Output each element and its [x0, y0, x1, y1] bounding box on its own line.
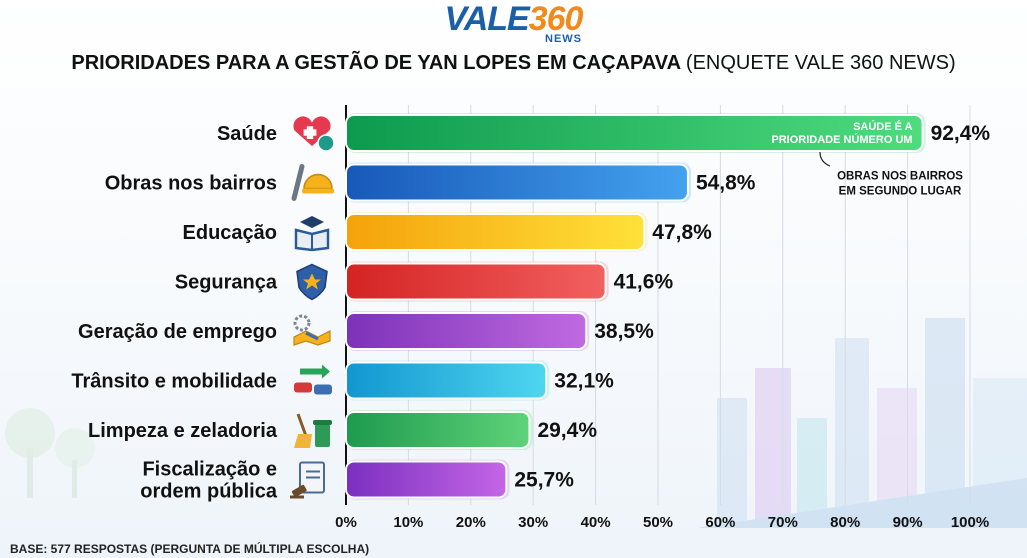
- value-label: 32,1%: [554, 370, 614, 393]
- logo: VALE360 NEWS: [0, 2, 1027, 45]
- broom-bin-icon: [294, 413, 332, 448]
- category-label: Educação: [183, 222, 277, 244]
- value-label: 41,6%: [614, 271, 674, 294]
- chart-title: PRIORIDADES PARA A GESTÃO DE YAN LOPES E…: [0, 52, 1027, 75]
- x-tick-label: 70%: [768, 514, 798, 531]
- chart-title-bold: PRIORIDADES PARA A GESTÃO DE YAN LOPES E…: [71, 52, 681, 74]
- x-tick-label: 50%: [643, 514, 673, 531]
- category-label: Obras nos bairros: [105, 173, 277, 195]
- bar-7: [345, 411, 531, 449]
- annotation-saude: PRIORIDADE NÚMERO UM: [771, 133, 912, 146]
- tools-helmet-icon: [291, 164, 334, 201]
- footnote: BASE: 577 RESPOSTAS (PERGUNTA DE MÚLTIPL…: [10, 542, 370, 556]
- chart-title-rest: (ENQUETE VALE 360 NEWS): [685, 52, 956, 74]
- x-tick-label: 80%: [830, 514, 860, 531]
- value-label: 47,8%: [652, 221, 712, 244]
- x-tick-label: 30%: [518, 514, 548, 531]
- bar-4: [345, 262, 607, 301]
- annotation-leader-line: [819, 151, 831, 167]
- x-tick-label: 10%: [393, 514, 423, 531]
- category-label: Trânsito e mobilidade: [71, 371, 277, 393]
- category-label: Geração de emprego: [78, 321, 277, 343]
- book-graduation-icon: [294, 216, 330, 252]
- x-tick-label: 90%: [893, 514, 923, 531]
- bar-1: [345, 114, 924, 152]
- handshake-gear-icon: [293, 314, 331, 346]
- bar-3: [345, 213, 646, 251]
- value-label: 38,5%: [594, 320, 654, 343]
- bar-5: [345, 312, 588, 350]
- police-badge-icon: [296, 263, 328, 301]
- bar-6: [345, 361, 548, 400]
- tree-background: [5, 408, 95, 498]
- value-label: 29,4%: [537, 419, 597, 442]
- x-tick-label: 60%: [705, 514, 735, 531]
- value-label: 25,7%: [514, 469, 574, 492]
- annotation-obras: EM SEGUNDO LUGAR: [839, 186, 962, 198]
- category-label: Saúde: [217, 123, 277, 145]
- category-label: ordem pública: [140, 481, 278, 503]
- x-tick-label: 40%: [581, 514, 611, 531]
- bar-2: [345, 163, 689, 202]
- logo-part-360: 360: [528, 0, 584, 38]
- logo-part-vale: VALE: [444, 0, 530, 38]
- logo-part-news: NEWS: [545, 33, 582, 45]
- bar-8: [345, 460, 508, 499]
- category-label: Limpeza e zeladoria: [88, 420, 278, 442]
- value-label: 92,4%: [931, 122, 991, 145]
- category-label: Fiscalização e: [142, 459, 277, 481]
- x-tick-label: 100%: [951, 514, 989, 531]
- traffic-cars-icon: [294, 364, 332, 395]
- category-label: Segurança: [175, 272, 278, 294]
- clipboard-gavel-icon: [290, 461, 325, 499]
- heart-medical-icon: [291, 115, 335, 152]
- x-tick-label: 20%: [456, 514, 486, 531]
- annotation-saude: SAÚDE É A: [853, 120, 913, 133]
- x-tick-label: 0%: [335, 514, 357, 531]
- annotation-obras: OBRAS NOS BAIRROS: [837, 171, 963, 183]
- value-label: 54,8%: [696, 172, 756, 195]
